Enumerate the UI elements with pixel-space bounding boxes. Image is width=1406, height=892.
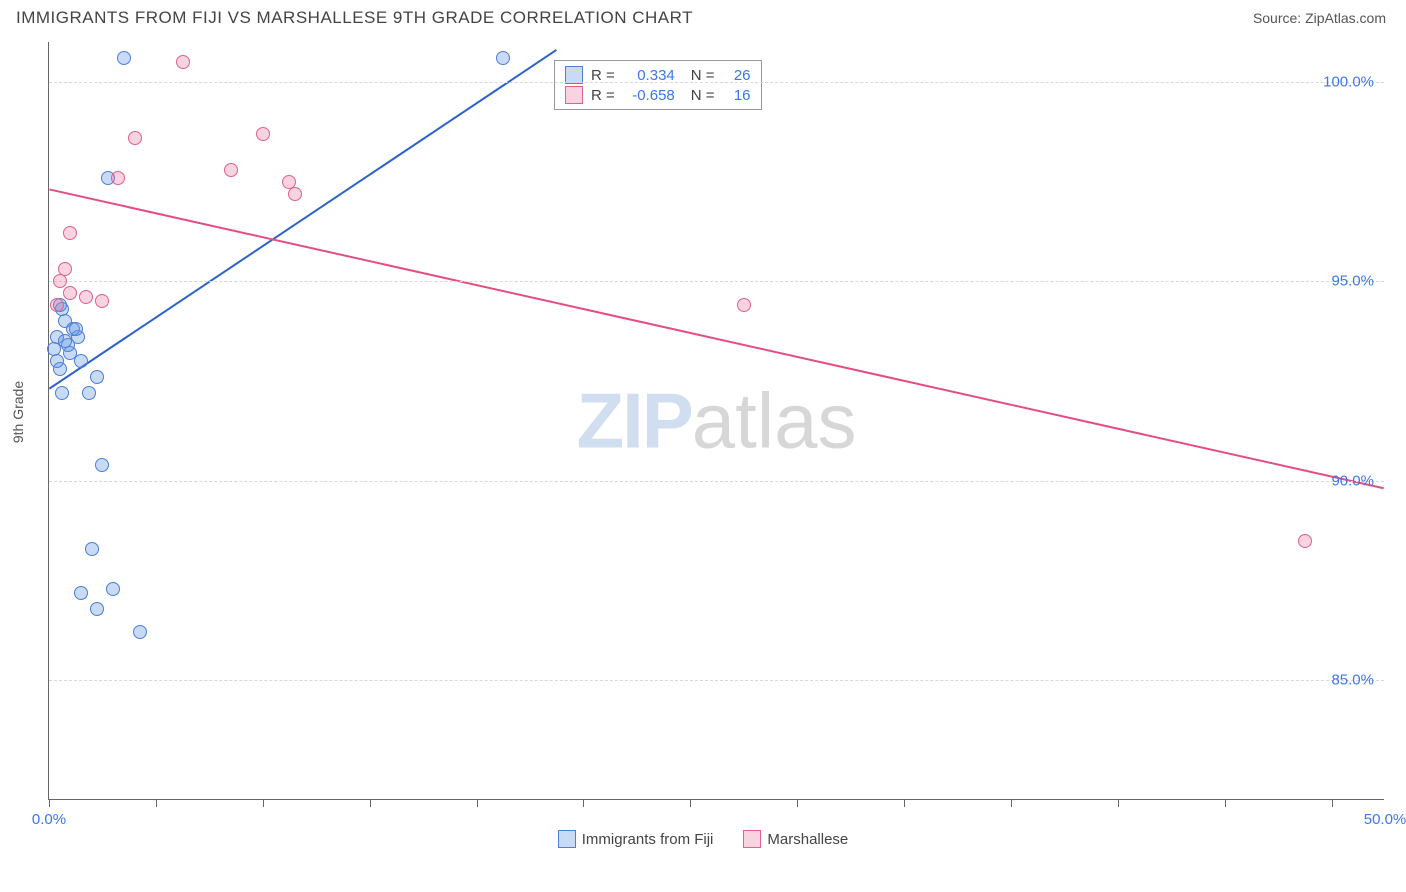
data-point: [176, 55, 190, 69]
data-point: [224, 163, 238, 177]
legend-item: Immigrants from Fiji: [558, 830, 714, 848]
x-tick: [263, 799, 264, 807]
x-tick: [1011, 799, 1012, 807]
x-tick: [904, 799, 905, 807]
data-point: [74, 354, 88, 368]
legend: Immigrants from Fiji Marshallese: [0, 830, 1406, 848]
data-point: [256, 127, 270, 141]
y-tick-label: 95.0%: [1331, 273, 1374, 290]
legend-label: Immigrants from Fiji: [582, 831, 714, 848]
data-point: [128, 131, 142, 145]
x-tick: [797, 799, 798, 807]
source-prefix: Source:: [1253, 10, 1305, 26]
data-point: [133, 625, 147, 639]
data-point: [106, 582, 120, 596]
n-label: N =: [691, 87, 715, 104]
data-point: [95, 294, 109, 308]
data-point: [282, 175, 296, 189]
data-point: [74, 586, 88, 600]
trend-line: [49, 189, 1383, 488]
data-point: [95, 458, 109, 472]
source-attrib: Source: ZipAtlas.com: [1253, 10, 1386, 26]
data-point: [1298, 534, 1312, 548]
data-point: [288, 187, 302, 201]
watermark-atlas: atlas: [692, 376, 857, 464]
y-axis-label-wrap: 9th Grade: [6, 32, 30, 792]
y-tick-label: 85.0%: [1331, 672, 1374, 689]
data-point: [63, 286, 77, 300]
x-tick: [690, 799, 691, 807]
data-point: [117, 51, 131, 65]
watermark-zip: ZIP: [576, 376, 691, 464]
r-value: -0.658: [623, 87, 675, 104]
data-point: [50, 298, 64, 312]
x-tick: [1332, 799, 1333, 807]
source-name: ZipAtlas.com: [1305, 10, 1386, 26]
gridline: [49, 481, 1384, 482]
x-tick: [583, 799, 584, 807]
data-point: [58, 334, 72, 348]
legend-label: Marshallese: [767, 831, 848, 848]
data-point: [111, 171, 125, 185]
y-tick-label: 90.0%: [1331, 472, 1374, 489]
n-value: 16: [723, 87, 751, 104]
trend-lines-layer: [49, 42, 1384, 799]
data-point: [63, 226, 77, 240]
correlation-stats-box: R =0.334N =26R =-0.658N =16: [554, 60, 762, 110]
y-axis-label: 9th Grade: [10, 381, 26, 443]
chart-title: IMMIGRANTS FROM FIJI VS MARSHALLESE 9TH …: [16, 8, 693, 28]
gridline: [49, 82, 1384, 83]
stats-row: R = -0.658 N = 16: [565, 85, 751, 105]
data-point: [69, 322, 83, 336]
chart-container: 9th Grade ZIPatlas R =0.334N =26R =-0.65…: [0, 32, 1406, 852]
series-swatch: [565, 86, 583, 104]
legend-swatch: [558, 830, 576, 848]
data-point: [55, 386, 69, 400]
x-tick-label: 0.0%: [32, 811, 66, 828]
gridline: [49, 680, 1384, 681]
legend-swatch: [743, 830, 761, 848]
x-tick: [1118, 799, 1119, 807]
plot-area: ZIPatlas R =0.334N =26R =-0.658N =16 85.…: [48, 42, 1384, 800]
r-label: R =: [591, 87, 615, 104]
trend-line: [49, 50, 556, 389]
x-tick: [156, 799, 157, 807]
x-tick: [477, 799, 478, 807]
x-tick-label: 50.0%: [1364, 811, 1406, 828]
data-point: [50, 354, 64, 368]
data-point: [53, 274, 67, 288]
x-tick: [49, 799, 50, 807]
data-point: [79, 290, 93, 304]
data-point: [90, 602, 104, 616]
data-point: [737, 298, 751, 312]
gridline: [49, 281, 1384, 282]
data-point: [496, 51, 510, 65]
x-tick: [370, 799, 371, 807]
data-point: [82, 386, 96, 400]
legend-item: Marshallese: [743, 830, 848, 848]
data-point: [90, 370, 104, 384]
watermark: ZIPatlas: [576, 375, 856, 466]
y-tick-label: 100.0%: [1323, 73, 1374, 90]
x-tick: [1225, 799, 1226, 807]
data-point: [85, 542, 99, 556]
